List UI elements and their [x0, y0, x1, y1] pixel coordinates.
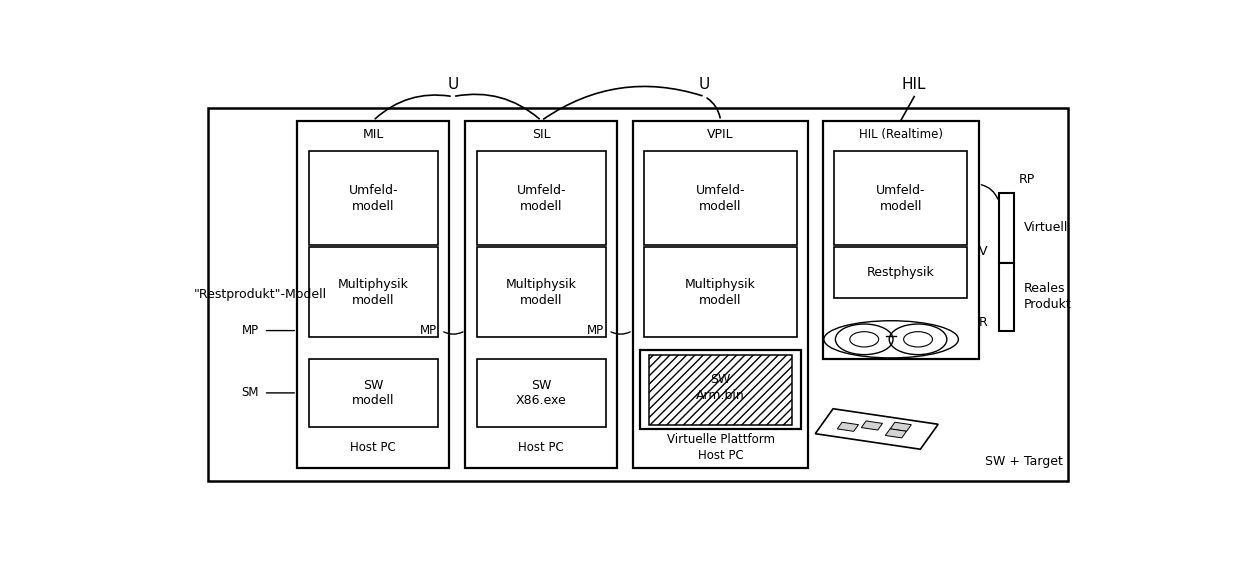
Bar	[998, 193, 1014, 263]
Text: MP: MP	[242, 324, 259, 337]
Text: HIL (Realtime): HIL (Realtime)	[859, 128, 942, 141]
Bar	[309, 151, 438, 245]
Text: Host PC: Host PC	[518, 441, 564, 454]
Text: SW
modell: SW modell	[352, 379, 394, 407]
Text: "Restprodukt"-Modell: "Restprodukt"-Modell	[195, 288, 327, 301]
Text: SW + Target: SW + Target	[986, 456, 1063, 468]
Text: Multiphysik
modell: Multiphysik modell	[506, 278, 577, 307]
Bar	[309, 248, 438, 337]
Text: SIL: SIL	[532, 128, 551, 141]
Text: RP: RP	[1019, 173, 1035, 186]
Bar	[640, 350, 801, 429]
Text: U: U	[699, 77, 711, 92]
Polygon shape	[815, 409, 939, 449]
Bar	[649, 354, 792, 425]
Text: Multiphysik
modell: Multiphysik modell	[686, 278, 756, 307]
Text: Umfeld-
modell: Umfeld- modell	[348, 184, 398, 212]
Text: V: V	[978, 245, 987, 258]
Polygon shape	[862, 421, 883, 430]
Bar	[632, 120, 808, 469]
Text: Restphysik: Restphysik	[867, 266, 935, 279]
Bar	[465, 120, 618, 469]
Bar	[477, 248, 605, 337]
Text: MP: MP	[587, 324, 604, 337]
Text: HIL: HIL	[901, 77, 926, 92]
Text: VPIL: VPIL	[707, 128, 734, 141]
Text: R: R	[978, 316, 987, 329]
Text: Umfeld-
modell: Umfeld- modell	[517, 184, 567, 212]
Polygon shape	[837, 422, 858, 431]
Text: U: U	[448, 77, 459, 92]
Bar	[644, 151, 797, 245]
Text: Umfeld-
modell: Umfeld- modell	[875, 184, 925, 212]
Text: SW
X86.exe: SW X86.exe	[516, 379, 567, 407]
Text: Virtuelle Plattform
Host PC: Virtuelle Plattform Host PC	[667, 433, 775, 462]
Bar	[835, 151, 967, 245]
Polygon shape	[885, 429, 906, 438]
Bar	[298, 120, 449, 469]
Text: Host PC: Host PC	[350, 441, 396, 454]
Bar	[477, 151, 605, 245]
Bar	[477, 359, 605, 427]
Text: SW
Arm.bin: SW Arm.bin	[696, 373, 745, 402]
Bar	[998, 263, 1014, 331]
Text: Multiphysik
modell: Multiphysik modell	[337, 278, 409, 307]
Bar	[823, 120, 978, 359]
Bar	[309, 359, 438, 427]
Text: SM: SM	[242, 386, 259, 399]
Text: Umfeld-
modell: Umfeld- modell	[696, 184, 745, 212]
Polygon shape	[890, 422, 911, 431]
Bar	[644, 248, 797, 337]
Text: MP: MP	[419, 324, 436, 337]
Text: MIL: MIL	[362, 128, 384, 141]
Bar	[835, 248, 967, 298]
Text: Virtuell: Virtuell	[1024, 222, 1068, 234]
Bar	[208, 107, 1068, 482]
Text: Reales
Produkt: Reales Produkt	[1024, 282, 1071, 311]
